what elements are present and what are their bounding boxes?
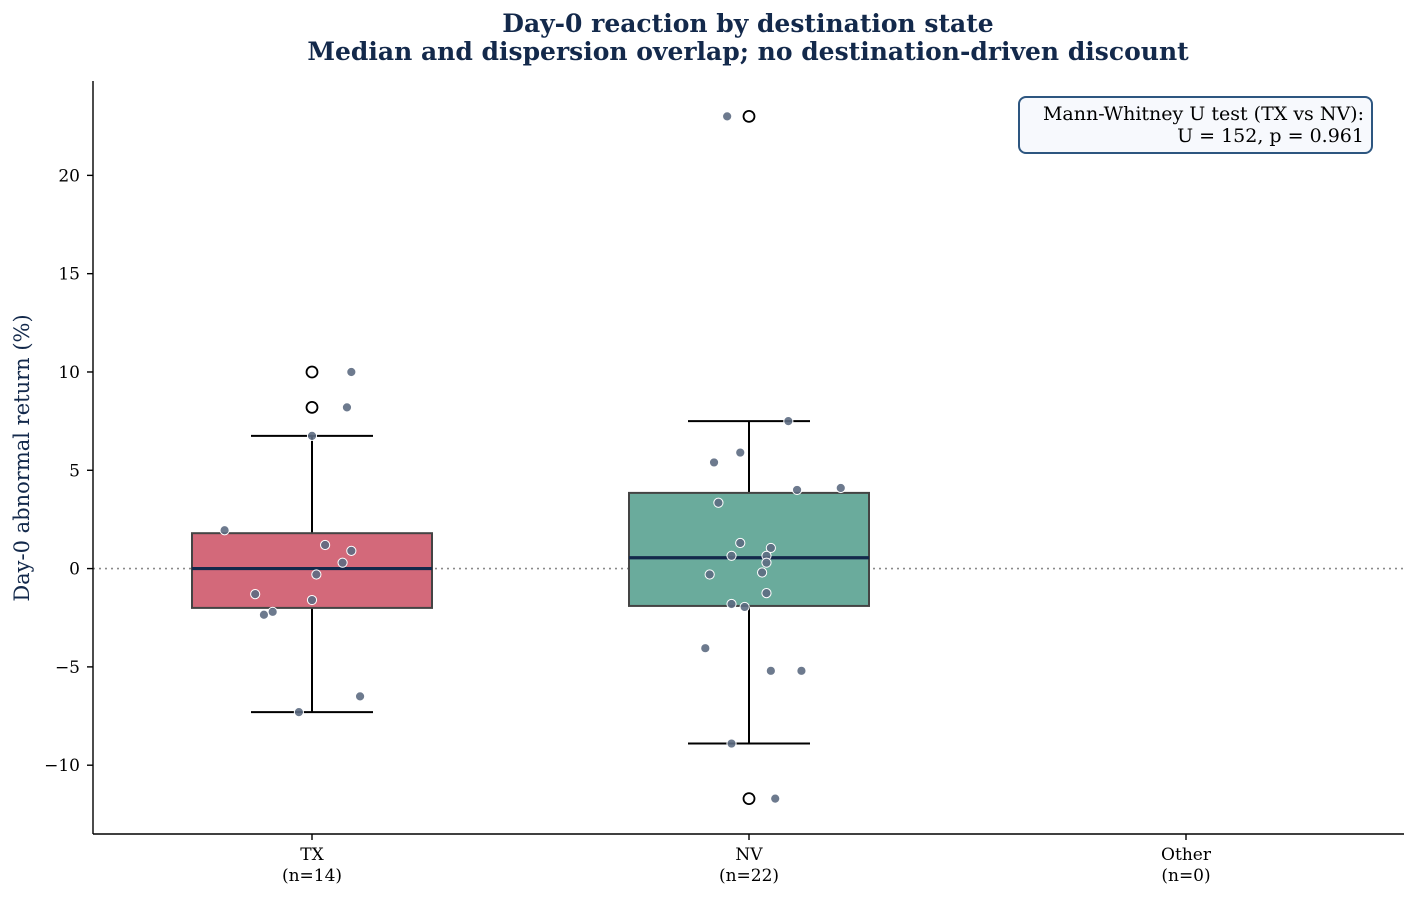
data-point-nv [835, 482, 846, 494]
outlier-marker-tx [305, 400, 319, 414]
box-nv [628, 491, 870, 607]
data-point-tx [341, 402, 353, 413]
data-point-nv [770, 793, 781, 804]
y-tick-label: 15 [58, 265, 80, 285]
data-point-nv [735, 537, 746, 549]
x-tick-count-label: (n=14) [282, 866, 342, 886]
data-point-nv [791, 484, 803, 496]
y-tick-label: 10 [58, 363, 80, 383]
data-point-tx [311, 569, 322, 580]
outlier-marker-nv [742, 792, 756, 806]
data-point-nv [726, 738, 737, 749]
data-point-tx [354, 691, 366, 702]
stats-annotation-line2: U = 152, p = 0.961 [1177, 125, 1364, 147]
outlier-marker-nv [742, 109, 756, 123]
data-point-nv [704, 569, 715, 580]
y-tick-label: 20 [58, 166, 80, 186]
y-tick-label: 5 [69, 461, 80, 481]
x-tick-label: TX [300, 845, 324, 865]
stats-annotation-line1: Mann-Whitney U test (TX vs NV): [1043, 103, 1364, 125]
chart-subtitle: Median and dispersion overlap; no destin… [307, 37, 1189, 66]
data-point-tx [346, 366, 357, 378]
y-tick-label: 0 [69, 560, 80, 580]
data-point-nv [726, 598, 737, 610]
data-point-nv [739, 601, 750, 613]
data-point-nv [761, 557, 772, 568]
data-point-nv [757, 567, 768, 578]
data-point-tx [306, 594, 318, 606]
x-tick-count-label: (n=22) [719, 866, 779, 886]
data-point-tx [346, 545, 357, 556]
x-tick-label: NV [735, 845, 763, 865]
data-point-tx [267, 606, 278, 617]
data-point-tx [293, 707, 304, 718]
x-tick-label: Other [1161, 845, 1212, 865]
y-tick-label: −5 [55, 658, 80, 678]
y-tick-label: −10 [44, 756, 80, 776]
data-point-nv [796, 665, 807, 676]
stats-annotation-box [1018, 96, 1373, 154]
data-point-nv [713, 497, 724, 508]
outlier-marker-tx [305, 365, 319, 379]
data-point-nv [722, 111, 733, 122]
data-point-tx [219, 525, 230, 536]
chart-title: Day-0 reaction by destination state [502, 9, 993, 38]
plot-area [93, 109, 1404, 806]
data-point-nv [765, 542, 776, 554]
y-axis-label: Day-0 abnormal return (%) [10, 314, 34, 601]
data-point-nv [735, 447, 746, 458]
data-point-nv [765, 665, 776, 676]
data-point-nv [708, 457, 720, 468]
data-point-tx [320, 539, 331, 551]
x-tick-count-label: (n=0) [1161, 866, 1210, 886]
data-point-nv [783, 416, 794, 427]
data-point-tx [250, 589, 261, 600]
data-point-tx [306, 430, 318, 441]
data-point-nv [700, 643, 711, 654]
data-point-tx [258, 609, 270, 620]
data-point-nv [761, 588, 772, 599]
stats-annotation: Mann-Whitney U test (TX vs NV): U = 152,… [1018, 96, 1373, 154]
data-point-tx [337, 557, 348, 568]
axes: −10 −5 0 5 10 15 20 TX(n=14) NV(n=22) Other(n=0) [44, 81, 1404, 886]
data-point-nv [726, 550, 737, 561]
